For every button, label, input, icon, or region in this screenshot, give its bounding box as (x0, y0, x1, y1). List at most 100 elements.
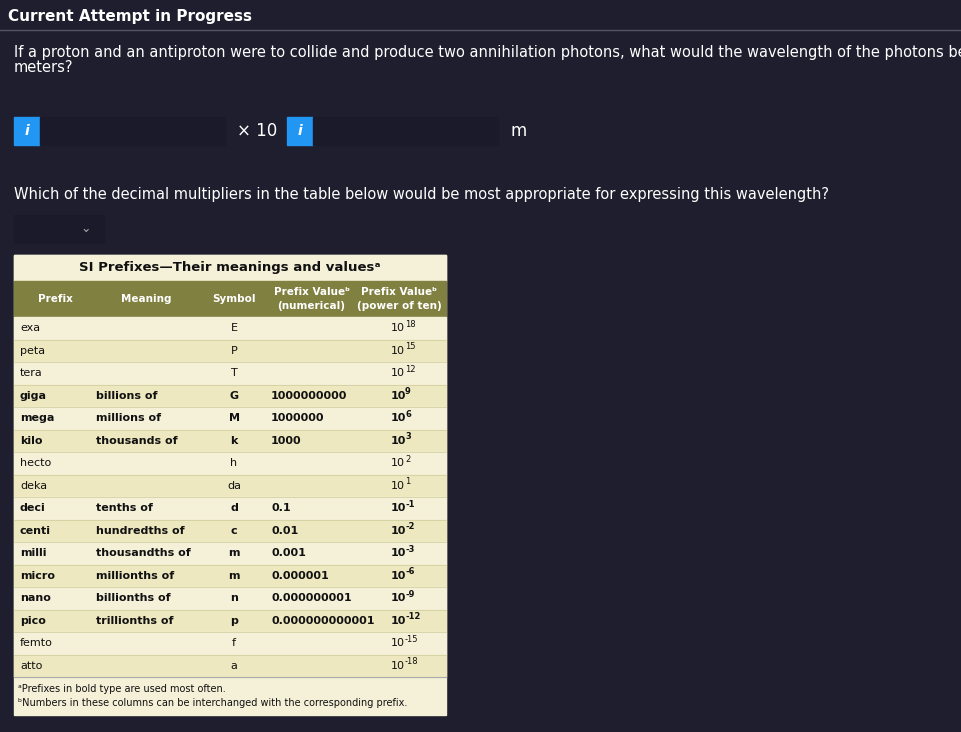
Bar (14, 632, 446, 654)
Text: peta: peta (20, 346, 45, 356)
Text: 10: 10 (391, 638, 405, 649)
Text: 0.000000000001: 0.000000000001 (271, 616, 375, 626)
Text: 6: 6 (405, 410, 411, 419)
Text: 0.000000001: 0.000000001 (271, 593, 352, 603)
Text: m: m (229, 571, 239, 580)
Text: trillionths of: trillionths of (96, 616, 174, 626)
Text: -18: -18 (405, 657, 419, 666)
Text: E: E (231, 324, 237, 333)
Text: f: f (232, 638, 236, 649)
Text: hecto: hecto (20, 458, 51, 468)
Text: 18: 18 (405, 320, 415, 329)
Bar (14, 654, 446, 677)
Bar (14, 281, 446, 317)
Text: 10: 10 (391, 324, 405, 333)
Text: Prefix Valueᵇ: Prefix Valueᵇ (361, 287, 437, 297)
Text: SI Prefixes—Their meanings and valuesᵃ: SI Prefixes—Their meanings and valuesᵃ (79, 261, 381, 274)
Text: 10: 10 (391, 436, 407, 446)
Text: -12: -12 (405, 612, 420, 621)
Text: mega: mega (20, 414, 55, 423)
Text: tenths of: tenths of (96, 504, 153, 513)
Bar (14, 362, 446, 384)
Text: hundredths of: hundredths of (96, 526, 185, 536)
Text: Current Attempt in Progress: Current Attempt in Progress (8, 10, 252, 24)
Text: 10: 10 (391, 616, 407, 626)
Text: G: G (230, 391, 238, 400)
Bar (40, 117, 225, 145)
Text: m: m (510, 122, 527, 140)
Bar (14, 340, 446, 362)
Text: 10: 10 (391, 571, 407, 580)
Bar (14, 474, 446, 497)
Text: 10: 10 (391, 593, 407, 603)
Bar (14, 610, 446, 632)
Text: atto: atto (20, 661, 42, 671)
Bar (313, 117, 498, 145)
Text: Prefix: Prefix (37, 294, 72, 304)
Text: M: M (229, 414, 239, 423)
Text: (power of ten): (power of ten) (357, 301, 441, 311)
Text: millions of: millions of (96, 414, 161, 423)
Text: exa: exa (20, 324, 40, 333)
Text: c: c (231, 526, 237, 536)
Text: femto: femto (20, 638, 53, 649)
Text: Meaning: Meaning (121, 294, 172, 304)
Text: Symbol: Symbol (212, 294, 256, 304)
Text: 0.001: 0.001 (271, 548, 306, 559)
Text: 10: 10 (391, 481, 405, 490)
Text: Prefix Valueᵇ: Prefix Valueᵇ (274, 287, 350, 297)
Text: 9: 9 (405, 387, 410, 396)
Text: 0.1: 0.1 (271, 504, 290, 513)
Text: 15: 15 (405, 343, 415, 351)
Text: meters?: meters? (14, 61, 73, 75)
Bar (14, 520, 446, 542)
Text: -1: -1 (405, 500, 414, 509)
Text: 10: 10 (391, 346, 405, 356)
Text: -15: -15 (405, 635, 418, 643)
Text: micro: micro (20, 571, 55, 580)
Text: Which of the decimal multipliers in the table below would be most appropriate fo: Which of the decimal multipliers in the … (14, 187, 829, 203)
Text: 0.01: 0.01 (271, 526, 298, 536)
Bar (14, 587, 446, 610)
Text: ᵇNumbers in these columns can be interchanged with the corresponding prefix.: ᵇNumbers in these columns can be interch… (18, 698, 407, 708)
Text: -6: -6 (405, 567, 414, 576)
Text: 2: 2 (405, 455, 410, 464)
Text: deka: deka (20, 481, 47, 490)
Text: i: i (298, 124, 303, 138)
Text: n: n (230, 593, 238, 603)
Bar (14, 255, 446, 281)
Text: da: da (227, 481, 241, 490)
Text: 1000: 1000 (271, 436, 302, 446)
Text: × 10: × 10 (237, 122, 278, 140)
Text: 10: 10 (391, 391, 407, 400)
Text: 0.000001: 0.000001 (271, 571, 329, 580)
Text: 10: 10 (391, 368, 405, 378)
Text: (numerical): (numerical) (278, 301, 346, 311)
Text: 10: 10 (391, 661, 405, 671)
Text: If a proton and an antiproton were to collide and produce two annihilation photo: If a proton and an antiproton were to co… (14, 45, 961, 59)
Text: -2: -2 (405, 522, 414, 531)
Text: P: P (231, 346, 237, 356)
Text: giga: giga (20, 391, 47, 400)
Text: p: p (230, 616, 238, 626)
Bar (14, 317, 446, 340)
Text: a: a (231, 661, 237, 671)
Bar (14, 255, 446, 715)
Bar (14, 117, 40, 145)
Text: 3: 3 (405, 433, 410, 441)
Text: kilo: kilo (20, 436, 42, 446)
Text: ᵃPrefixes in bold type are used most often.: ᵃPrefixes in bold type are used most oft… (18, 684, 226, 694)
Text: m: m (229, 548, 239, 559)
Text: nano: nano (20, 593, 51, 603)
Text: billionths of: billionths of (96, 593, 171, 603)
Bar (14, 384, 446, 407)
Text: i: i (25, 124, 30, 138)
Text: 10: 10 (391, 414, 407, 423)
Bar (14, 430, 446, 452)
Bar (287, 117, 313, 145)
Text: milli: milli (20, 548, 46, 559)
Text: 10: 10 (391, 504, 407, 513)
Text: 12: 12 (405, 365, 415, 374)
Text: billions of: billions of (96, 391, 158, 400)
Text: 1000000: 1000000 (271, 414, 325, 423)
